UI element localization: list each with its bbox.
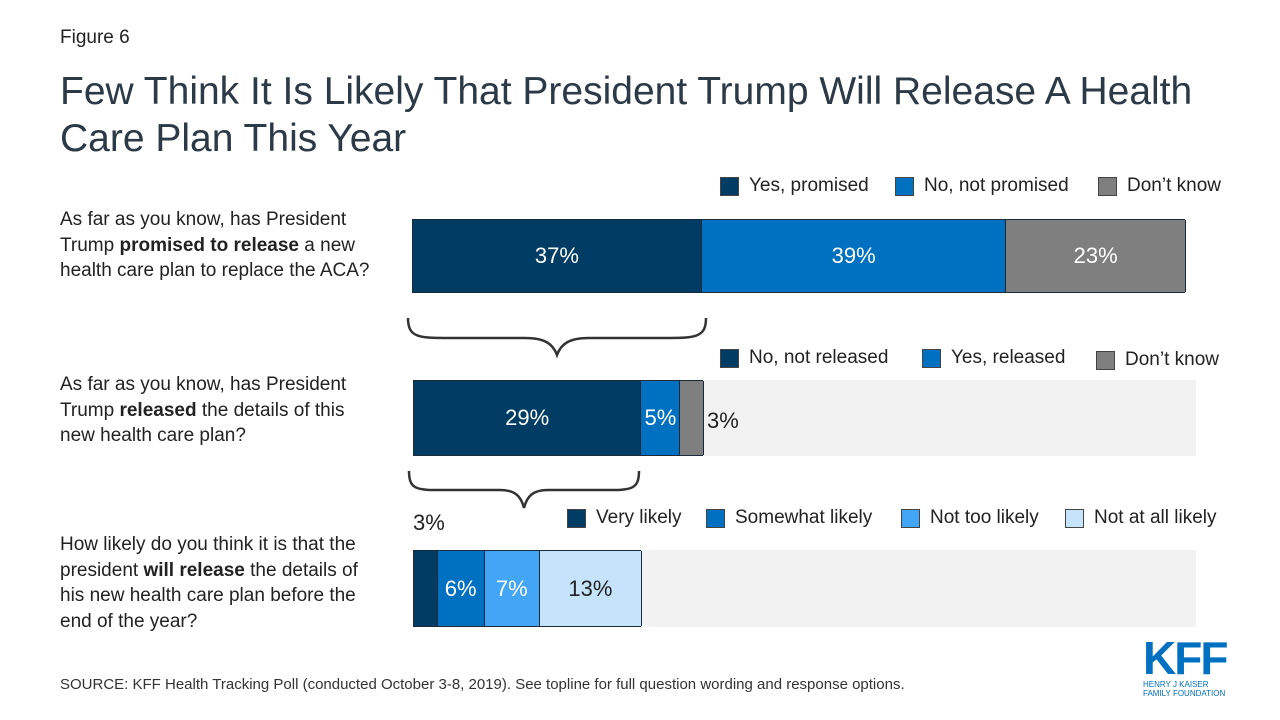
question-3: How likely do you think it is that the p… xyxy=(60,532,380,634)
question-2-post: the details of this new health care plan… xyxy=(60,399,345,447)
bar-track-1: 37% 39% 23% xyxy=(412,219,1186,293)
legend-swatch xyxy=(706,508,725,528)
bar-segment-somewhat-likely: 6% xyxy=(437,551,485,626)
bar-segment-no-not-promised: 39% xyxy=(701,220,1007,292)
question-3-bold: will release xyxy=(143,559,245,581)
stacked-bar-1: 37% 39% 23% xyxy=(412,219,1186,293)
legend-label: Not at all likely xyxy=(1094,507,1217,528)
bar-track-2: 29% 5% 3% xyxy=(413,380,1196,456)
data-label: 13% xyxy=(568,575,613,601)
data-label: 23% xyxy=(1073,243,1118,268)
legend-swatch xyxy=(720,348,739,368)
legend-swatch xyxy=(567,508,586,528)
legend-3-item-1: Very likely xyxy=(567,507,682,529)
question-1-pre: As far as you know, has President Trump xyxy=(60,209,347,256)
bracket-1 xyxy=(406,317,708,359)
logo-line-1: HENRY J KAISER xyxy=(1143,680,1209,689)
question-3-post: the details of his new health care plan … xyxy=(60,559,358,632)
bar-segment-very-likely xyxy=(414,551,438,626)
bar-segment-yes-promised: 37% xyxy=(413,220,702,292)
question-2: As far as you know, has President Trump … xyxy=(60,372,380,449)
data-label-outside: 3% xyxy=(413,510,445,535)
question-1-bold: promised to release xyxy=(119,234,299,256)
data-label: 39% xyxy=(831,243,876,268)
data-label: 5% xyxy=(644,405,677,430)
legend-swatch xyxy=(922,348,941,368)
data-label: 37% xyxy=(534,243,579,268)
legend-label: No, not released xyxy=(749,347,889,368)
question-2-bold: released xyxy=(119,399,197,421)
legend-label: Not too likely xyxy=(930,507,1039,528)
data-label: 7% xyxy=(495,575,528,601)
stacked-bar-2: 29% 5% xyxy=(413,380,704,456)
bar-segment-don-t-know xyxy=(680,381,704,455)
legend-label: Yes, released xyxy=(951,347,1066,368)
data-label-outside: 3% xyxy=(707,408,739,433)
data-label: 29% xyxy=(505,405,550,430)
source-note: SOURCE: KFF Health Tracking Poll (conduc… xyxy=(60,676,905,693)
legend-2-item-3: Don’t know xyxy=(1096,349,1219,371)
legend-label: Somewhat likely xyxy=(735,507,873,528)
stacked-bar-3: 6% 7% 13% xyxy=(413,550,642,627)
legend-2-item-2: Yes, released xyxy=(922,347,1065,369)
legend-label: Yes, promised xyxy=(749,175,869,196)
legend-swatch xyxy=(1065,508,1084,528)
legend-swatch xyxy=(895,176,914,196)
question-1: As far as you know, has President Trump … xyxy=(60,207,380,284)
legend-1-item-2: No, not promised xyxy=(895,175,1069,197)
legend-swatch xyxy=(1096,350,1115,370)
legend-swatch xyxy=(1098,176,1117,196)
legend-3-item-2: Somewhat likely xyxy=(706,507,872,529)
legend-3-item-3: Not too likely xyxy=(901,507,1039,529)
data-label: 6% xyxy=(444,575,477,601)
legend-swatch xyxy=(720,176,739,196)
bar-segment-don-t-know: 23% xyxy=(1006,220,1186,292)
figure-label: Figure 6 xyxy=(60,27,130,48)
legend-swatch xyxy=(901,508,920,528)
bar-segment-yes-released: 5% xyxy=(641,381,681,455)
kff-logo: KFF HENRY J KAISER FAMILY FOUNDATION xyxy=(1143,632,1235,698)
legend-3-item-4: Not at all likely xyxy=(1065,507,1217,529)
bar-segment-not-at-all-likely: 13% xyxy=(539,551,642,626)
legend-label: No, not promised xyxy=(924,175,1069,196)
bracket-2 xyxy=(407,470,641,509)
logo-line-2: FAMILY FOUNDATION xyxy=(1143,689,1226,698)
legend-label: Very likely xyxy=(596,507,682,528)
chart-title: Few Think It Is Likely That President Tr… xyxy=(60,70,1193,160)
bar-segment-not-too-likely: 7% xyxy=(484,551,540,626)
legend-label: Don’t know xyxy=(1125,349,1219,370)
legend-1-item-1: Yes, promised xyxy=(720,175,869,197)
legend-1-item-3: Don’t know xyxy=(1098,175,1221,197)
question-2-pre: As far as you know, has President Trump xyxy=(60,374,347,421)
legend-label: Don’t know xyxy=(1127,175,1221,196)
bar-segment-no-not-released: 29% xyxy=(414,381,642,455)
question-1-post: a new health care plan to replace the AC… xyxy=(60,234,370,282)
legend-2-item-1: No, not released xyxy=(720,347,888,369)
bar-track-3: 6% 7% 13% 3% xyxy=(413,510,1196,627)
logo-mark: KFF xyxy=(1143,632,1228,684)
question-3-pre: How likely do you think it is that the p… xyxy=(60,534,356,581)
